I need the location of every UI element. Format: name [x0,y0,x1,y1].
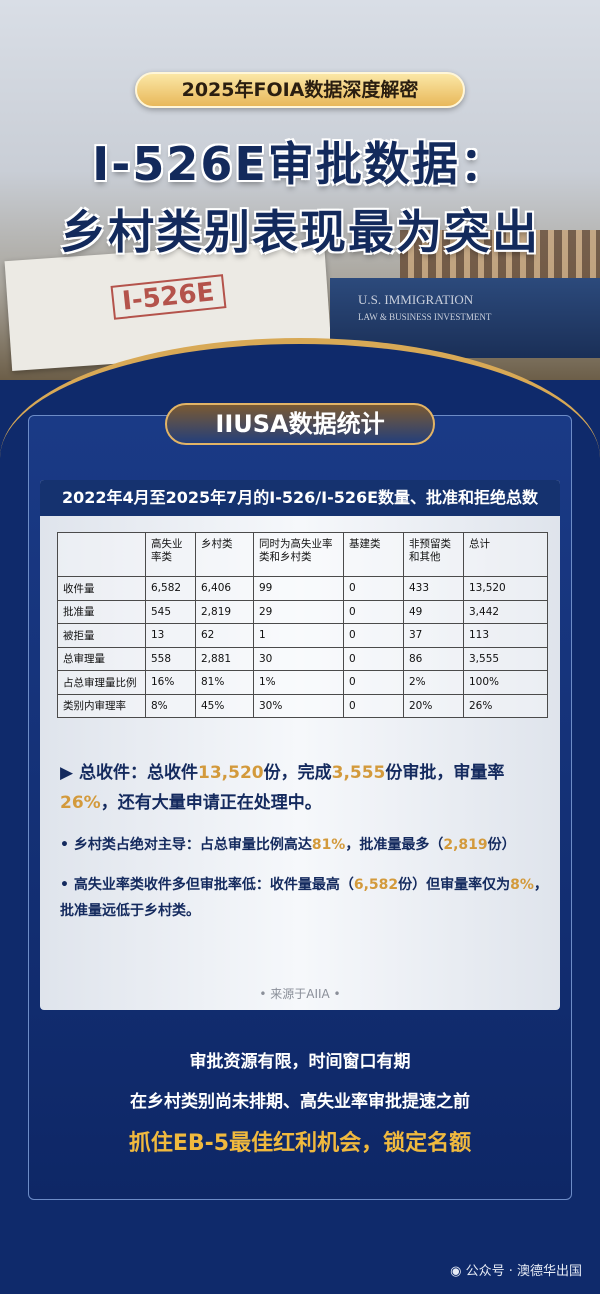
table-row: 批准量 545 2,819 29 0 49 3,442 [57,599,548,624]
source-note: • 来源于AIIA • [259,987,341,1001]
data-card: 2022年4月至2025年7月的I-526/I-526E数量、批准和拒绝总数 高… [40,480,560,1010]
table-row: 占总审理量比例 16% 81% 1% 0 2% 100% [57,670,548,695]
footer-account: ◉ 公众号 · 澳德华出国 [450,1260,582,1279]
hero-banner: I-526E U.S. IMMIGRATION LAW & BUSINESS I… [0,0,600,380]
table-cell: 16% [145,670,196,695]
table-cell: 13,520 [463,576,548,601]
stats-table: 高失业率类 乡村类 同时为高失业率类和乡村类 基建类 非预留类和其他 总计 收件量 6,582… [57,532,548,718]
table-cell: 62 [195,623,254,648]
table-cell: 3,442 [463,599,548,624]
table-cell: 基建类 [343,532,404,577]
bullet-rural: • 乡村类占绝对主导：占总审量比例高达81%，批准量最多（2,819份） [60,832,550,858]
table-cell: 占总审理量比例 [57,670,146,695]
highlight-value: 8% [510,877,534,893]
table-row: 总审理量 558 2,881 30 0 86 3,555 [57,646,548,671]
table-caption: 2022年4月至2025年7月的I-526/I-526E数量、批准和拒绝总数 [40,480,560,516]
text: 份） [487,837,516,853]
table-cell: 86 [403,646,464,671]
text: ，批准量最多（ [345,837,444,853]
table-cell: 113 [463,623,548,648]
table-cell: 26% [463,693,548,718]
book-subtitle: LAW & BUSINESS INVESTMENT [358,312,492,322]
table-cell: 45% [195,693,254,718]
bullet-tea: • 高失业率类收件多但审批率低：收件量最高（6,582份）但审量率仅为8%，批准… [60,872,550,924]
book-title: U.S. IMMIGRATION [358,292,474,307]
table-cell: 30% [253,693,344,718]
table-cell: 非预留类和其他 [403,532,464,577]
table-cell: 2,819 [195,599,254,624]
table-cell: 收件量 [57,576,146,601]
table-cell: 总审理量 [57,646,146,671]
table-cell: 3,555 [463,646,548,671]
text: 份审批，审量率 [385,763,505,783]
table-cell: 0 [343,576,404,601]
wechat-icon: ◉ [450,1264,462,1279]
text: 乡村类占绝对主导：占总审量比例高达 [73,837,312,853]
table-cell: 6,406 [195,576,254,601]
table-cell: 20% [403,693,464,718]
text: 份，完成 [263,763,332,783]
highlight-value: 3,555 [331,763,386,783]
table-cell: 13 [145,623,196,648]
footer-text: 公众号 · 澳德华出国 [465,1264,582,1279]
table-cell: 2% [403,670,464,695]
text: 高失业率类收件多但审批率低：收件量最高（ [73,877,354,893]
table-cell: 高失业率类 [145,532,196,577]
text: ，还有大量申请正在处理中。 [100,793,322,813]
header-badge: 2025年FOIA数据深度解密 [135,72,465,108]
page-title-line2: 乡村类别表现最为突出 [60,205,540,259]
table-cell [57,532,146,577]
table-cell: 81% [195,670,254,695]
table-cell: 49 [403,599,464,624]
table-cell: 558 [145,646,196,671]
table-cell: 545 [145,599,196,624]
cta-line2: 在乡村类别尚未排期、高失业率审批提速之前 [130,1092,470,1112]
text: 份）但审量率仅为 [398,877,511,893]
table-cell: 同时为高失业率类和乡村类 [253,532,344,577]
table-cell: 6,582 [145,576,196,601]
cta-line1: 审批资源有限，时间窗口有期 [189,1052,411,1072]
table-row: 类别内审理率 8% 45% 30% 0 20% 26% [57,693,548,718]
triangle-icon: ▶ [60,763,74,783]
text: ，批准量远低于乡村类。 [60,877,548,919]
highlight-value: 26% [60,793,101,813]
table-cell: 29 [253,599,344,624]
table-cell: 乡村类 [195,532,254,577]
highlight-value: 13,520 [198,763,264,783]
table-cell: 被拒量 [57,623,146,648]
table-cell: 8% [145,693,196,718]
text: 总收件：总收件 [79,763,198,783]
table-row: 被拒量 13 62 1 0 37 113 [57,623,548,648]
table-cell: 99 [253,576,344,601]
page-title-line1: I-526E审批数据： [92,137,508,191]
table-cell: 30 [253,646,344,671]
table-cell: 类别内审理率 [57,693,146,718]
table-cell: 1 [253,623,344,648]
table-cell: 1% [253,670,344,695]
table-cell: 0 [343,646,404,671]
summary-bullets: ▶ 总收件：总收件13,520份，完成3,555份审批，审量率 26%，还有大量申… [60,758,550,924]
table-cell: 100% [463,670,548,695]
table-row: 高失业率类 乡村类 同时为高失业率类和乡村类 基建类 非预留类和其他 总计 [57,532,548,577]
bullet-dot-icon: • [60,837,69,853]
table-cell: 37 [403,623,464,648]
cta-line3: 抓住EB-5最佳红利机会，锁定名额 [128,1131,472,1156]
highlight-value: 6,582 [353,877,399,893]
table-cell: 0 [343,693,404,718]
table-cell: 总计 [463,532,548,577]
highlight-value: 81% [311,837,346,853]
bullet-total: ▶ 总收件：总收件13,520份，完成3,555份审批，审量率 26%，还有大量申… [60,758,550,818]
table-row: 收件量 6,582 6,406 99 0 433 13,520 [57,576,548,601]
section-tab: IIUSA数据统计 [165,403,435,445]
table-cell: 0 [343,599,404,624]
table-cell: 2,881 [195,646,254,671]
table-cell: 批准量 [57,599,146,624]
table-cell: 433 [403,576,464,601]
highlight-value: 2,819 [443,837,488,853]
table-cell: 0 [343,623,404,648]
table-cell: 0 [343,670,404,695]
bullet-dot-icon: • [60,877,69,893]
